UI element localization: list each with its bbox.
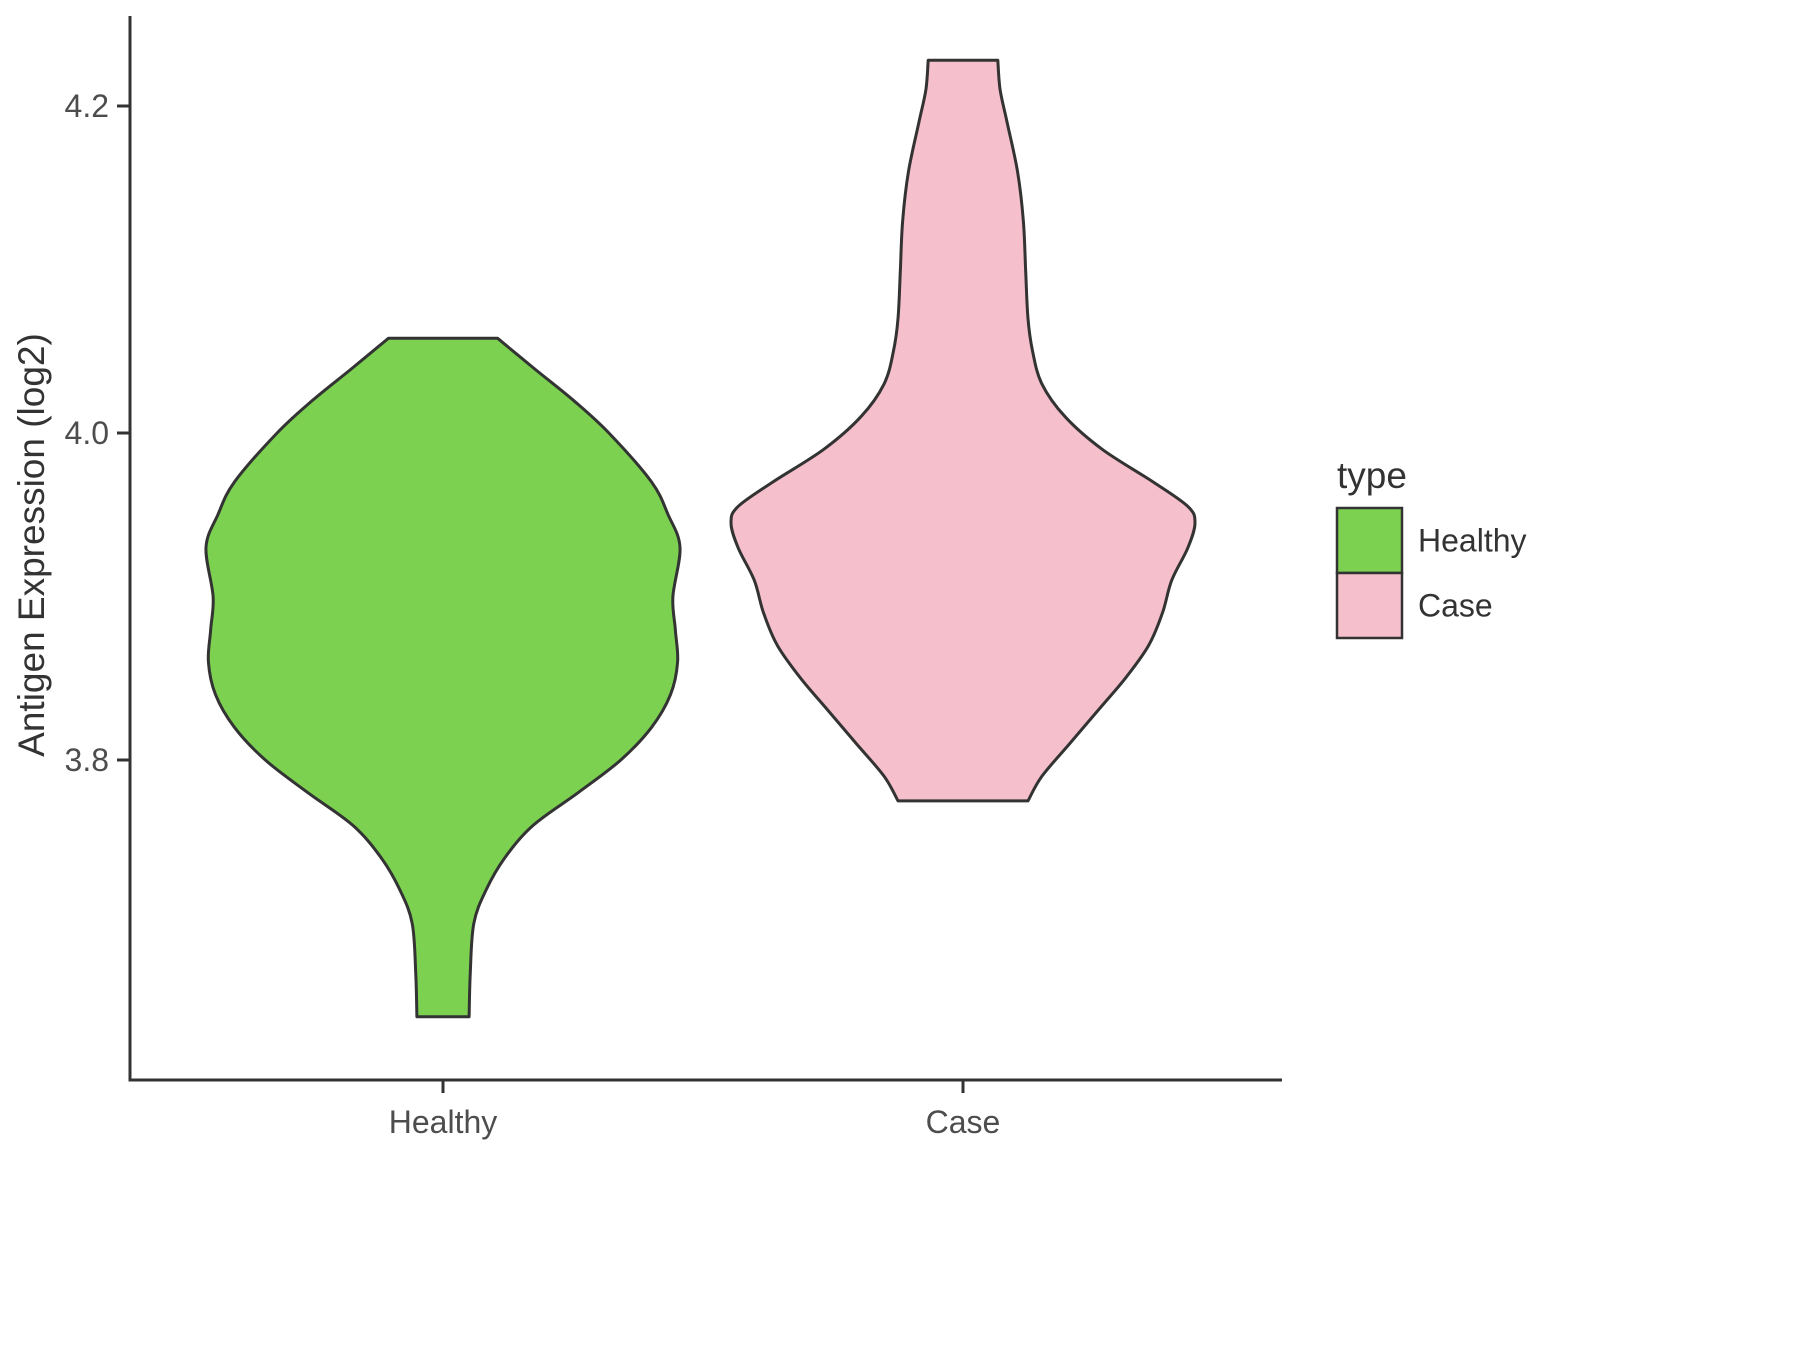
- x-category-label: Healthy: [389, 1104, 498, 1140]
- legend: type Healthy Case: [1335, 455, 1527, 640]
- y-tick-label: 4.2: [65, 88, 109, 124]
- y-axis: 3.8 4.0 4.2: [65, 16, 132, 1081]
- y-ticks: 3.8 4.0 4.2: [65, 88, 130, 778]
- violin-healthy: [204, 336, 682, 1019]
- x-ticks: Healthy Case: [389, 1080, 1001, 1140]
- x-axis: Healthy Case: [128, 1078, 1282, 1140]
- legend-title: type: [1337, 455, 1407, 496]
- legend-swatch-healthy: [1335, 506, 1404, 575]
- y-tick-label: 3.8: [65, 742, 109, 778]
- y-axis-title: Antigen Expression (log2): [11, 333, 52, 757]
- legend-label-case: Case: [1418, 588, 1493, 624]
- violin-case: [729, 58, 1197, 803]
- legend-entries: Healthy Case: [1335, 506, 1527, 640]
- legend-label-healthy: Healthy: [1418, 523, 1527, 559]
- x-category-label: Case: [926, 1104, 1001, 1140]
- violins: [204, 58, 1197, 1019]
- legend-swatch-case: [1335, 571, 1404, 640]
- y-tick-label: 4.0: [65, 415, 109, 451]
